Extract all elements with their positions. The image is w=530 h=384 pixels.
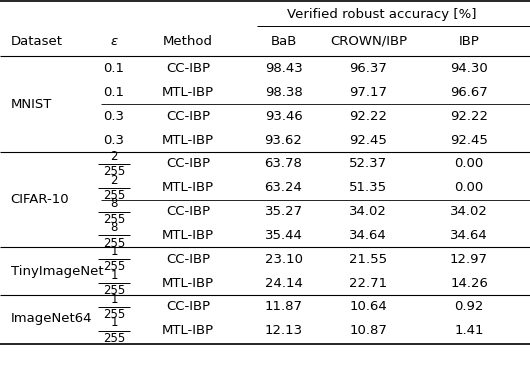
Text: ImageNet64: ImageNet64 — [11, 312, 92, 325]
Text: 255: 255 — [103, 213, 125, 226]
Text: 92.45: 92.45 — [450, 134, 488, 147]
Text: 63.78: 63.78 — [264, 157, 303, 170]
Text: 94.30: 94.30 — [450, 62, 488, 75]
Text: 92.22: 92.22 — [349, 110, 387, 123]
Text: 255: 255 — [103, 332, 125, 345]
Text: 255: 255 — [103, 189, 125, 202]
Text: CROWN/IBP: CROWN/IBP — [330, 35, 407, 48]
Text: 12.13: 12.13 — [264, 324, 303, 337]
Text: MTL-IBP: MTL-IBP — [162, 86, 214, 99]
Text: BaB: BaB — [270, 35, 297, 48]
Text: 96.37: 96.37 — [349, 62, 387, 75]
Text: IBP: IBP — [458, 35, 480, 48]
Text: 98.43: 98.43 — [264, 62, 303, 75]
Text: 92.22: 92.22 — [450, 110, 488, 123]
Text: 93.62: 93.62 — [264, 134, 303, 147]
Text: CC-IBP: CC-IBP — [166, 62, 210, 75]
Text: 63.24: 63.24 — [264, 181, 303, 194]
Text: 93.46: 93.46 — [264, 110, 303, 123]
Text: 255: 255 — [103, 260, 125, 273]
Text: 0.00: 0.00 — [454, 181, 484, 194]
Text: 11.87: 11.87 — [264, 300, 303, 313]
Text: 98.38: 98.38 — [264, 86, 303, 99]
Text: 34.64: 34.64 — [349, 229, 387, 242]
Text: 2: 2 — [110, 174, 118, 187]
Text: 1: 1 — [110, 293, 118, 306]
Text: MNIST: MNIST — [11, 98, 52, 111]
Text: CC-IBP: CC-IBP — [166, 253, 210, 266]
Text: 10.64: 10.64 — [349, 300, 387, 313]
Text: MTL-IBP: MTL-IBP — [162, 229, 214, 242]
Text: 23.10: 23.10 — [264, 253, 303, 266]
Text: 12.97: 12.97 — [450, 253, 488, 266]
Text: 8: 8 — [110, 221, 118, 234]
Text: CIFAR-10: CIFAR-10 — [11, 193, 69, 206]
Text: 22.71: 22.71 — [349, 276, 387, 290]
Text: 52.37: 52.37 — [349, 157, 387, 170]
Text: MTL-IBP: MTL-IBP — [162, 324, 214, 337]
Text: 92.45: 92.45 — [349, 134, 387, 147]
Text: 0.00: 0.00 — [454, 157, 484, 170]
Text: 1: 1 — [110, 269, 118, 282]
Text: 1.41: 1.41 — [454, 324, 484, 337]
Text: MTL-IBP: MTL-IBP — [162, 276, 214, 290]
Text: 34.02: 34.02 — [450, 205, 488, 218]
Text: 97.17: 97.17 — [349, 86, 387, 99]
Text: 10.87: 10.87 — [349, 324, 387, 337]
Text: 2: 2 — [110, 150, 118, 163]
Text: 35.27: 35.27 — [264, 205, 303, 218]
Text: 24.14: 24.14 — [264, 276, 303, 290]
Text: CC-IBP: CC-IBP — [166, 300, 210, 313]
Text: CC-IBP: CC-IBP — [166, 205, 210, 218]
Text: 255: 255 — [103, 284, 125, 297]
Text: 0.92: 0.92 — [454, 300, 484, 313]
Text: 255: 255 — [103, 237, 125, 250]
Text: ε: ε — [110, 35, 118, 48]
Text: 34.64: 34.64 — [450, 229, 488, 242]
Text: Verified robust accuracy [%]: Verified robust accuracy [%] — [287, 8, 476, 21]
Text: 0.3: 0.3 — [103, 110, 125, 123]
Text: MTL-IBP: MTL-IBP — [162, 181, 214, 194]
Text: 255: 255 — [103, 308, 125, 321]
Text: 96.67: 96.67 — [450, 86, 488, 99]
Text: 51.35: 51.35 — [349, 181, 387, 194]
Text: 34.02: 34.02 — [349, 205, 387, 218]
Text: 35.44: 35.44 — [264, 229, 303, 242]
Text: CC-IBP: CC-IBP — [166, 110, 210, 123]
Text: 0.3: 0.3 — [103, 134, 125, 147]
Text: Method: Method — [163, 35, 213, 48]
Text: 1: 1 — [110, 316, 118, 329]
Text: CC-IBP: CC-IBP — [166, 157, 210, 170]
Text: Dataset: Dataset — [11, 35, 63, 48]
Text: 8: 8 — [110, 197, 118, 210]
Text: MTL-IBP: MTL-IBP — [162, 134, 214, 147]
Text: 0.1: 0.1 — [103, 86, 125, 99]
Text: 1: 1 — [110, 245, 118, 258]
Text: 255: 255 — [103, 165, 125, 178]
Text: 0.1: 0.1 — [103, 62, 125, 75]
Text: TinyImageNet: TinyImageNet — [11, 265, 103, 278]
Text: 21.55: 21.55 — [349, 253, 387, 266]
Text: 14.26: 14.26 — [450, 276, 488, 290]
